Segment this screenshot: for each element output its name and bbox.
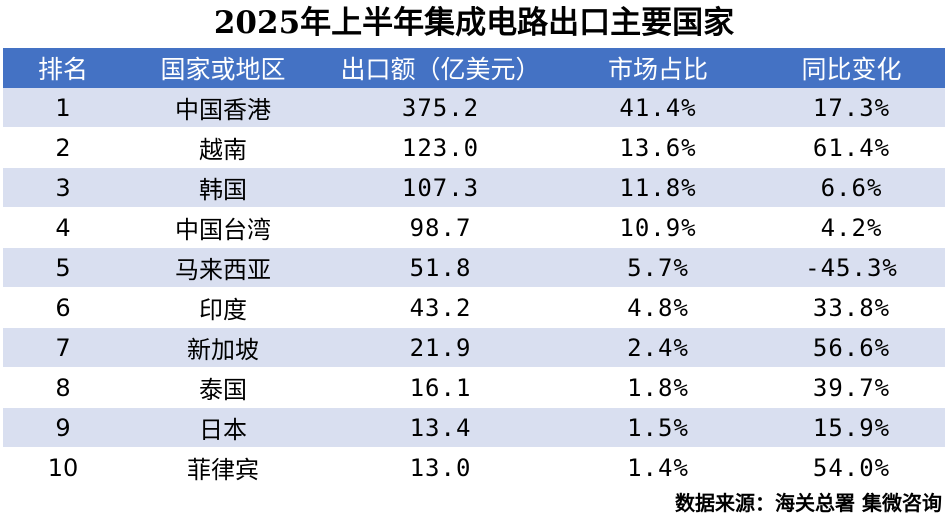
cell-yoy: 61.4% xyxy=(758,127,945,168)
cell-export: 13.4 xyxy=(323,407,558,448)
cell-rank: 9 xyxy=(3,407,123,448)
cell-rank: 10 xyxy=(3,447,123,488)
cell-country: 泰国 xyxy=(123,367,323,408)
table-row: 1 中国香港 375.2 41.4% 17.3% xyxy=(3,88,945,128)
cell-export: 21.9 xyxy=(323,327,558,368)
cell-yoy: 17.3% xyxy=(758,88,945,128)
table-row: 9 日本 13.4 1.5% 15.9% xyxy=(3,407,945,448)
cell-share: 4.8% xyxy=(558,287,758,328)
table-row: 7 新加坡 21.9 2.4% 56.6% xyxy=(3,327,945,368)
cell-rank: 8 xyxy=(3,367,123,408)
cell-country: 日本 xyxy=(123,407,323,448)
cell-share: 2.4% xyxy=(558,327,758,368)
cell-yoy: 6.6% xyxy=(758,167,945,208)
cell-share: 13.6% xyxy=(558,127,758,168)
table-row: 2 越南 123.0 13.6% 61.4% xyxy=(3,127,945,168)
cell-country: 中国香港 xyxy=(123,88,323,128)
cell-country: 新加坡 xyxy=(123,327,323,368)
export-table: 排名 国家或地区 出口额（亿美元） 市场占比 同比变化 1 中国香港 375.2… xyxy=(3,48,945,488)
cell-country: 韩国 xyxy=(123,167,323,208)
cell-export: 123.0 xyxy=(323,127,558,168)
table-row: 5 马来西亚 51.8 5.7% -45.3% xyxy=(3,247,945,288)
cell-share: 1.8% xyxy=(558,367,758,408)
cell-yoy: 33.8% xyxy=(758,287,945,328)
cell-rank: 6 xyxy=(3,287,123,328)
cell-share: 1.5% xyxy=(558,407,758,448)
cell-share: 11.8% xyxy=(558,167,758,208)
cell-yoy: 54.0% xyxy=(758,447,945,488)
cell-country: 中国台湾 xyxy=(123,207,323,248)
cell-country: 菲律宾 xyxy=(123,447,323,488)
table-header-row: 排名 国家或地区 出口额（亿美元） 市场占比 同比变化 xyxy=(3,48,945,88)
page-title: 2025年上半年集成电路出口主要国家 xyxy=(213,5,735,41)
cell-rank: 3 xyxy=(3,167,123,208)
cell-yoy: 4.2% xyxy=(758,207,945,248)
cell-share: 41.4% xyxy=(558,88,758,128)
table-row: 10 菲律宾 13.0 1.4% 54.0% xyxy=(3,447,945,488)
cell-export: 51.8 xyxy=(323,247,558,288)
cell-export: 13.0 xyxy=(323,447,558,488)
cell-yoy: 39.7% xyxy=(758,367,945,408)
cell-yoy: 56.6% xyxy=(758,327,945,368)
header-export: 出口额（亿美元） xyxy=(323,48,558,88)
cell-share: 5.7% xyxy=(558,247,758,288)
cell-export: 98.7 xyxy=(323,207,558,248)
cell-rank: 1 xyxy=(3,88,123,128)
cell-share: 10.9% xyxy=(558,207,758,248)
cell-rank: 7 xyxy=(3,327,123,368)
cell-export: 16.1 xyxy=(323,367,558,408)
table-row: 3 韩国 107.3 11.8% 6.6% xyxy=(3,167,945,208)
data-source-note: 数据来源：海关总署 集微咨询 xyxy=(675,491,942,515)
table-row: 4 中国台湾 98.7 10.9% 4.2% xyxy=(3,207,945,248)
table-row: 8 泰国 16.1 1.8% 39.7% xyxy=(3,367,945,408)
cell-export: 375.2 xyxy=(323,88,558,128)
cell-rank: 4 xyxy=(3,207,123,248)
cell-rank: 5 xyxy=(3,247,123,288)
cell-export: 107.3 xyxy=(323,167,558,208)
header-country: 国家或地区 xyxy=(123,48,323,88)
cell-country: 印度 xyxy=(123,287,323,328)
cell-country: 马来西亚 xyxy=(123,247,323,288)
cell-export: 43.2 xyxy=(323,287,558,328)
cell-rank: 2 xyxy=(3,127,123,168)
header-share: 市场占比 xyxy=(558,48,758,88)
header-rank: 排名 xyxy=(3,48,123,88)
cell-yoy: -45.3% xyxy=(758,247,945,288)
table-row: 6 印度 43.2 4.8% 33.8% xyxy=(3,287,945,328)
cell-yoy: 15.9% xyxy=(758,407,945,448)
cell-share: 1.4% xyxy=(558,447,758,488)
cell-country: 越南 xyxy=(123,127,323,168)
header-yoy: 同比变化 xyxy=(758,48,945,88)
